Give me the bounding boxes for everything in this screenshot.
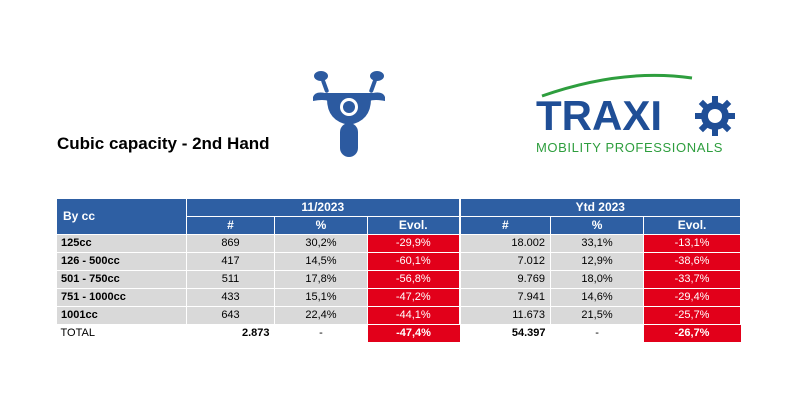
evol-cell: -29,9% [366, 234, 461, 253]
row-label: 125cc [56, 234, 187, 253]
table-cell: 7.941 [458, 288, 552, 307]
cubic-capacity-table: By cc 11/2023 Ytd 2023 # % Evol. # % Evo… [56, 198, 742, 342]
table-cell: 22,4% [274, 306, 368, 325]
col-header: Evol. [366, 216, 461, 235]
table-cell: 15,1% [274, 288, 368, 307]
total-cell: 2.873 [186, 324, 275, 342]
row-header-cell: By cc [56, 198, 187, 235]
col-header: # [458, 216, 552, 235]
svg-text:MOBILITY PROFESSIONALS: MOBILITY PROFESSIONALS [536, 140, 723, 155]
total-label: TOTAL [56, 324, 187, 342]
table-cell: 433 [186, 288, 275, 307]
total-cell: - [550, 324, 644, 342]
table-cell: 511 [186, 270, 275, 289]
col-header: # [186, 216, 275, 235]
table-row: 125cc 869 30,2% -29,9% 18.002 33,1% -13,… [56, 234, 742, 253]
table-cell: 30,2% [274, 234, 368, 253]
table-cell: 417 [186, 252, 275, 271]
row-label: 501 - 750cc [56, 270, 187, 289]
col-header: Evol. [643, 216, 742, 235]
table-cell: 33,1% [550, 234, 645, 253]
table-cell: 21,5% [550, 306, 645, 325]
evol-cell: -33,7% [643, 270, 742, 289]
total-evol-cell: -47,4% [367, 324, 460, 342]
table-cell: 14,6% [550, 288, 645, 307]
group-header-ytd: Ytd 2023 [458, 198, 742, 217]
row-label: 1001cc [56, 306, 187, 325]
traxio-logo: TRAXI MOBILITY PROFESSIONALS [536, 73, 735, 155]
evol-cell: -13,1% [643, 234, 742, 253]
table-cell: 9.769 [458, 270, 552, 289]
table-row: 751 - 1000cc 433 15,1% -47,2% 7.941 14,6… [56, 288, 742, 307]
col-header: % [274, 216, 368, 235]
evol-cell: -25,7% [643, 306, 742, 325]
svg-text:TRAXI: TRAXI [536, 92, 662, 139]
row-label: 126 - 500cc [56, 252, 187, 271]
table-cell: 7.012 [458, 252, 552, 271]
table-row: 126 - 500cc 417 14,5% -60,1% 7.012 12,9%… [56, 252, 742, 271]
group-header-month: 11/2023 [185, 198, 461, 217]
table-cell: 14,5% [274, 252, 368, 271]
table-cell: 869 [186, 234, 275, 253]
total-cell: - [274, 324, 368, 342]
evol-cell: -38,6% [643, 252, 742, 271]
table-cell: 18.002 [458, 234, 552, 253]
total-row: TOTAL 2.873 - -47,4% 54.397 - -26,7% [56, 324, 741, 342]
evol-cell: -56,8% [366, 270, 461, 289]
total-evol-cell: -26,7% [643, 324, 741, 342]
row-label: 751 - 1000cc [56, 288, 187, 307]
page-title: Cubic capacity - 2nd Hand [57, 134, 270, 153]
table-cell: 17,8% [274, 270, 368, 289]
table-cell: 12,9% [550, 252, 645, 271]
evol-cell: -44,1% [366, 306, 461, 325]
evol-cell: -47,2% [366, 288, 461, 307]
table-cell: 643 [186, 306, 275, 325]
total-cell: 54.397 [459, 324, 551, 342]
evol-cell: -60,1% [366, 252, 461, 271]
motorcycle-icon [313, 71, 385, 157]
evol-cell: -29,4% [643, 288, 742, 307]
table-cell: 11.673 [458, 306, 552, 325]
table-row: 1001cc 643 22,4% -44,1% 11.673 21,5% -25… [56, 306, 742, 325]
table-row: 501 - 750cc 511 17,8% -56,8% 9.769 18,0%… [56, 270, 742, 289]
col-header: % [550, 216, 645, 235]
table-cell: 18,0% [550, 270, 645, 289]
